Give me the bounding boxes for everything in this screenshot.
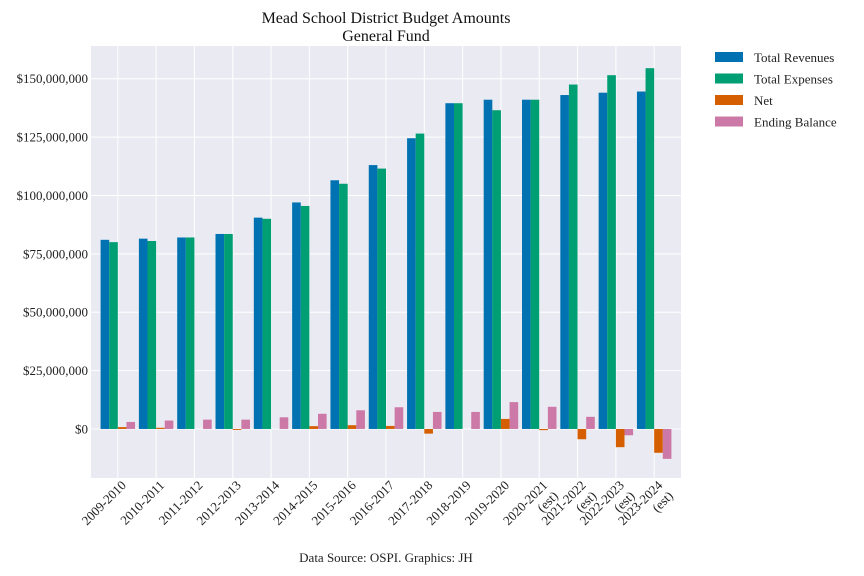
data-source-note: Data Source: OSPI. Graphics: JH bbox=[299, 550, 473, 565]
bar bbox=[415, 133, 425, 429]
bar bbox=[454, 103, 463, 429]
chart-title: Mead School District Budget Amounts bbox=[262, 10, 511, 27]
bar bbox=[654, 428, 663, 453]
bar bbox=[577, 428, 587, 440]
legend-label: Net bbox=[754, 93, 773, 108]
bar bbox=[138, 238, 148, 429]
bar bbox=[164, 420, 174, 429]
bar bbox=[215, 233, 225, 429]
bar bbox=[636, 91, 646, 429]
bar bbox=[368, 165, 378, 429]
bar bbox=[109, 242, 118, 429]
bar bbox=[185, 237, 195, 429]
bar bbox=[317, 413, 327, 429]
legend-swatch bbox=[715, 116, 743, 127]
bar bbox=[483, 99, 493, 429]
y-tick-label: $0 bbox=[75, 421, 88, 436]
y-tick-label: $25,000,000 bbox=[23, 363, 88, 378]
legend-swatch bbox=[715, 73, 743, 84]
bar bbox=[279, 417, 289, 429]
bar bbox=[356, 410, 365, 429]
bar bbox=[445, 103, 455, 429]
bar bbox=[624, 428, 634, 436]
bar bbox=[560, 95, 569, 429]
bar bbox=[500, 418, 510, 429]
bar bbox=[607, 75, 616, 429]
y-tick-label: $125,000,000 bbox=[17, 130, 89, 145]
y-tick-label: $75,000,000 bbox=[23, 246, 88, 261]
bar bbox=[232, 428, 242, 430]
bar bbox=[253, 217, 263, 429]
bar bbox=[300, 205, 310, 429]
bar bbox=[662, 428, 672, 459]
bar bbox=[241, 419, 250, 429]
bar bbox=[509, 402, 519, 429]
bar bbox=[224, 233, 233, 429]
bar bbox=[330, 180, 340, 429]
bar bbox=[292, 202, 301, 429]
y-tick-labels: $0 $25,000,000 $50,000,000 $75,000,000 $100,… bbox=[17, 71, 89, 436]
bar bbox=[177, 237, 186, 429]
bar bbox=[377, 168, 386, 429]
bar bbox=[147, 240, 157, 429]
bar bbox=[530, 99, 540, 429]
bar bbox=[117, 427, 127, 429]
bar bbox=[522, 99, 531, 429]
bar bbox=[615, 428, 625, 448]
bar bbox=[126, 421, 136, 429]
legend-label: Total Expenses bbox=[754, 72, 833, 87]
bar bbox=[407, 138, 416, 429]
bar bbox=[347, 425, 357, 429]
bars bbox=[100, 68, 672, 459]
legend-swatch bbox=[715, 52, 743, 62]
bar bbox=[309, 426, 318, 429]
x-tick-labels: 2009-20102010-20112011-20122012-20132013… bbox=[78, 477, 675, 528]
y-tick-label: $150,000,000 bbox=[17, 71, 89, 86]
bar bbox=[547, 406, 557, 429]
bar bbox=[203, 419, 212, 429]
y-tick-label: $100,000,000 bbox=[17, 188, 89, 203]
chart-subtitle: General Fund bbox=[342, 28, 430, 45]
legend-label: Ending Balance bbox=[754, 115, 837, 130]
bar bbox=[645, 68, 655, 429]
bar bbox=[156, 427, 165, 429]
bar bbox=[586, 416, 595, 429]
bar bbox=[394, 407, 404, 429]
bar bbox=[339, 183, 348, 429]
bar bbox=[386, 425, 395, 429]
bar bbox=[471, 411, 480, 429]
bar bbox=[598, 92, 608, 429]
bar bbox=[100, 239, 110, 429]
legend-label: Total Revenues bbox=[754, 50, 834, 65]
bar bbox=[568, 84, 578, 429]
y-tick-label: $50,000,000 bbox=[23, 305, 88, 320]
bar bbox=[539, 428, 548, 431]
bar bbox=[492, 110, 501, 429]
legend: Total Revenues Total Expenses Net Ending Ba… bbox=[715, 50, 837, 130]
bar bbox=[424, 428, 433, 434]
bar bbox=[432, 411, 442, 429]
legend-swatch bbox=[715, 95, 743, 105]
bar bbox=[262, 218, 272, 429]
